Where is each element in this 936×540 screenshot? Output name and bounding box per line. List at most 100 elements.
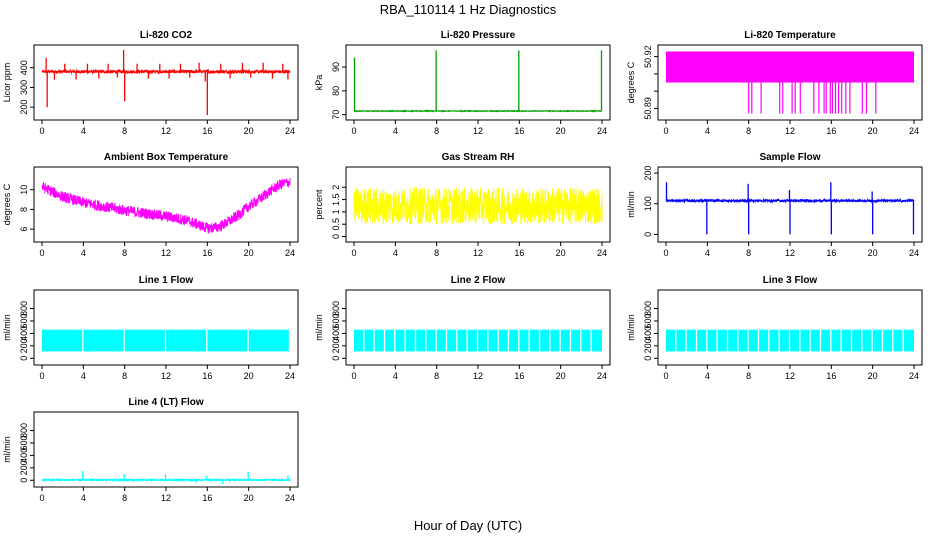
y-tick-label: 0	[19, 356, 29, 361]
figure-title: RBA_110114 1 Hz Diagnostics	[379, 2, 557, 17]
x-tick-label: 4	[705, 126, 710, 136]
x-tick-label: 20	[556, 126, 566, 136]
x-tick-label: 24	[909, 371, 919, 381]
x-tick-label: 12	[161, 371, 171, 381]
y-tick-label: 300	[19, 80, 29, 95]
x-tick-label: 4	[393, 126, 398, 136]
y-tick-label: 0	[19, 478, 29, 483]
panel-title: Gas Stream RH	[442, 152, 515, 163]
x-tick-label: 20	[556, 371, 566, 381]
panel-5: Gas Stream RH percent 0 4 8 12 16 20 24 0 0.5 1 1.5 2	[314, 152, 611, 258]
panel-title: Line 1 Flow	[139, 275, 194, 286]
x-tick-label: 4	[393, 371, 398, 381]
x-tick-label: 20	[868, 371, 878, 381]
y-axis-label: degrees C	[2, 183, 12, 225]
x-tick-label: 4	[81, 248, 86, 258]
x-tick-label: 24	[597, 248, 607, 258]
data-series	[353, 108, 603, 114]
data-drops	[748, 82, 877, 114]
y-tick-label: 600	[331, 313, 341, 328]
x-tick-label: 8	[122, 371, 127, 381]
panel-6: Sample Flow ml/min 0 4 8 12 16 20 24 0 100 200	[626, 152, 923, 258]
x-tick-label: 24	[597, 371, 607, 381]
x-tick-label: 24	[285, 126, 295, 136]
x-tick-label: 24	[285, 371, 295, 381]
panel-title: Li-820 Temperature	[744, 30, 836, 41]
y-tick-label: 1.5	[331, 193, 341, 206]
y-tick-label: 0	[331, 234, 341, 239]
y-tick-label: 400	[19, 60, 29, 75]
x-tick-label: 20	[868, 126, 878, 136]
x-tick-label: 4	[81, 126, 86, 136]
x-tick-label: 8	[434, 126, 439, 136]
x-tick-label: 16	[826, 126, 836, 136]
x-tick-label: 24	[285, 493, 295, 503]
y-axis-label: kPa	[314, 75, 324, 91]
x-tick-label: 0	[351, 248, 356, 258]
panel-title: Sample Flow	[759, 152, 820, 163]
x-tick-label: 0	[39, 371, 44, 381]
y-tick-label: 50.92	[643, 45, 653, 68]
y-tick-label: 400	[331, 326, 341, 341]
panel-title: Line 3 Flow	[763, 275, 818, 286]
x-tick-label: 24	[909, 126, 919, 136]
plot-frame	[33, 44, 299, 121]
y-tick-label: 0	[643, 356, 653, 361]
y-axis-label: percent	[314, 189, 324, 220]
y-tick-label: 90	[331, 62, 341, 72]
x-tick-label: 4	[705, 248, 710, 258]
x-tick-label: 4	[705, 371, 710, 381]
y-tick-label: 200	[643, 338, 653, 353]
x-tick-label: 8	[122, 126, 127, 136]
x-tick-label: 12	[161, 126, 171, 136]
plot-frame	[657, 289, 923, 366]
y-tick-label: 800	[331, 301, 341, 316]
y-axis-label: ml/min	[2, 314, 12, 341]
x-tick-label: 20	[556, 248, 566, 258]
y-tick-label: 0.5	[331, 218, 341, 231]
plot-frame	[33, 289, 299, 366]
panel-title: Ambient Box Temperature	[104, 152, 229, 163]
panel-title: Li-820 Pressure	[441, 30, 516, 41]
plot-frame	[345, 44, 611, 121]
y-tick-label: 6	[19, 227, 29, 232]
y-tick-label: 100	[643, 196, 653, 211]
x-tick-label: 0	[663, 371, 668, 381]
y-tick-label: 0	[331, 356, 341, 361]
y-tick-label: 200	[19, 338, 29, 353]
data-gaps	[82, 328, 291, 353]
x-tick-label: 12	[161, 493, 171, 503]
x-tick-label: 4	[393, 248, 398, 258]
y-tick-label: 50.89	[643, 97, 653, 120]
y-tick-label: 80	[331, 86, 341, 96]
panel-10: Line 4 (LT) Flow ml/min 0 4 8 12 16 20 24 0 200400…	[2, 397, 299, 503]
data-series	[353, 187, 603, 225]
x-tick-label: 24	[285, 248, 295, 258]
x-tick-label: 0	[663, 126, 668, 136]
x-tick-label: 0	[39, 126, 44, 136]
plot-frame	[345, 289, 611, 366]
x-tick-label: 0	[351, 371, 356, 381]
x-tick-label: 16	[202, 248, 212, 258]
x-tick-label: 8	[746, 126, 751, 136]
panel-3: Li-820 Temperature degrees C 0 4 8 12 16 20 24 50…	[626, 30, 923, 136]
x-tick-label: 8	[434, 371, 439, 381]
y-tick-label: 400	[643, 326, 653, 341]
panel-2: Li-820 Pressure kPa 0 4 8 12 16 20 24 70 80 90	[314, 30, 611, 136]
x-tick-label: 12	[473, 371, 483, 381]
x-tick-label: 20	[244, 493, 254, 503]
x-tick-label: 16	[514, 248, 524, 258]
y-axis-label: Licor ppm	[2, 63, 12, 103]
panel-title: Line 2 Flow	[451, 275, 506, 286]
y-tick-label: 800	[19, 301, 29, 316]
x-tick-label: 8	[122, 248, 127, 258]
x-tick-label: 4	[81, 371, 86, 381]
panel-9: Line 3 Flow ml/min 0 4 8 12 16 20 24 0 20040060080…	[626, 275, 923, 381]
data-series	[41, 68, 291, 76]
x-tick-label: 0	[39, 248, 44, 258]
x-tick-label: 12	[785, 248, 795, 258]
panel-4: Ambient Box Temperature degrees C 0 4 8 12 16 2…	[2, 152, 299, 258]
x-tick-label: 0	[39, 493, 44, 503]
y-tick-label: 600	[643, 313, 653, 328]
